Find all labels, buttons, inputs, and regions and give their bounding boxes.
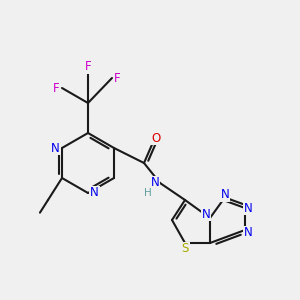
Text: N: N [244, 202, 253, 214]
Text: O: O [152, 131, 160, 145]
Text: S: S [181, 242, 189, 256]
Text: F: F [53, 82, 60, 94]
Text: N: N [90, 187, 99, 200]
Text: N: N [202, 208, 210, 220]
Text: N: N [51, 142, 60, 154]
Text: N: N [151, 176, 159, 190]
Text: N: N [220, 188, 230, 202]
Text: F: F [114, 71, 121, 85]
Text: H: H [144, 188, 152, 198]
Text: N: N [244, 226, 253, 239]
Text: F: F [85, 61, 91, 74]
